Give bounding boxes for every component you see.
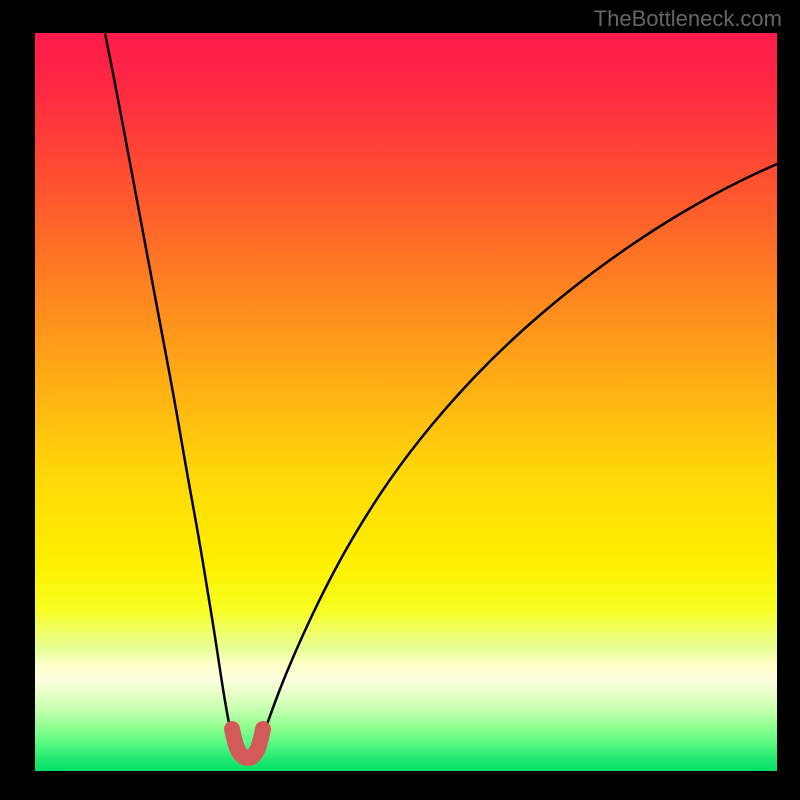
watermark-text: TheBottleneck.com <box>594 6 782 32</box>
chart-frame: TheBottleneck.com <box>0 0 800 800</box>
plot-svg <box>35 33 777 771</box>
plot-area <box>35 33 777 771</box>
gradient-background <box>35 33 777 771</box>
